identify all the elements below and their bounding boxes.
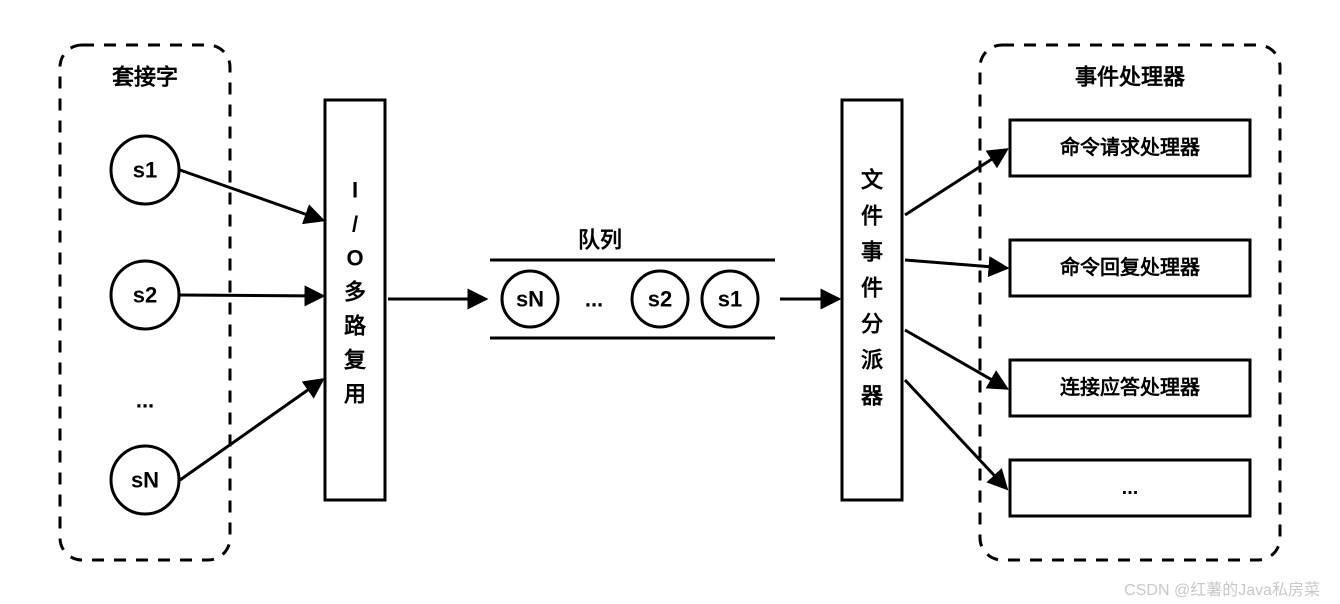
io-multiplexer-label: / xyxy=(352,212,358,237)
arrow-dispatcher-handler-0 xyxy=(905,150,1006,215)
handler-label-0: 命令请求处理器 xyxy=(1060,135,1201,159)
sockets-ellipsis: ... xyxy=(136,388,154,413)
queue-label: 队列 xyxy=(578,228,622,253)
handler-label-1: 命令回复处理器 xyxy=(1060,255,1201,279)
arrow-socket-mux-0 xyxy=(180,170,322,220)
queue-item-2-label: s1 xyxy=(718,287,742,312)
queue-item-1-label: s2 xyxy=(648,287,672,312)
event-dispatcher-label: 分 xyxy=(861,312,883,337)
io-multiplexer-label: 用 xyxy=(344,382,366,407)
arrow-socket-mux-2 xyxy=(180,380,322,480)
arrow-socket-mux-1 xyxy=(180,295,322,296)
arrow-dispatcher-handler-3 xyxy=(905,380,1006,488)
event-dispatcher-label: 文 xyxy=(861,168,884,193)
io-multiplexer-label: O xyxy=(346,246,363,271)
io-multiplexer-label: 复 xyxy=(343,348,367,373)
queue-item-0-label: sN xyxy=(516,287,544,312)
handler-label-3: ... xyxy=(1122,477,1139,499)
io-multiplexer-label: I xyxy=(352,178,358,203)
event-dispatcher-label: 事 xyxy=(861,240,883,265)
event-dispatcher-label: 件 xyxy=(861,204,883,229)
handlers-title: 事件处理器 xyxy=(1075,65,1186,90)
event-dispatcher-label: 器 xyxy=(860,384,884,409)
io-multiplexer-label: 路 xyxy=(344,314,367,339)
arrow-dispatcher-handler-2 xyxy=(905,330,1006,388)
arrow-dispatcher-handler-1 xyxy=(905,260,1006,268)
socket-node-2-label: sN xyxy=(131,468,159,493)
event-dispatcher-label: 件 xyxy=(861,276,883,301)
socket-node-1-label: s2 xyxy=(133,283,157,308)
queue-ellipsis: ... xyxy=(585,287,603,312)
handler-label-2: 连接应答处理器 xyxy=(1060,375,1201,399)
event-dispatcher-label: 派 xyxy=(861,348,883,373)
io-multiplexer-label: 多 xyxy=(344,280,366,305)
sockets-title: 套接字 xyxy=(112,65,178,90)
watermark: CSDN @红薯的Java私房菜 xyxy=(1124,581,1320,599)
socket-node-0-label: s1 xyxy=(133,158,157,183)
